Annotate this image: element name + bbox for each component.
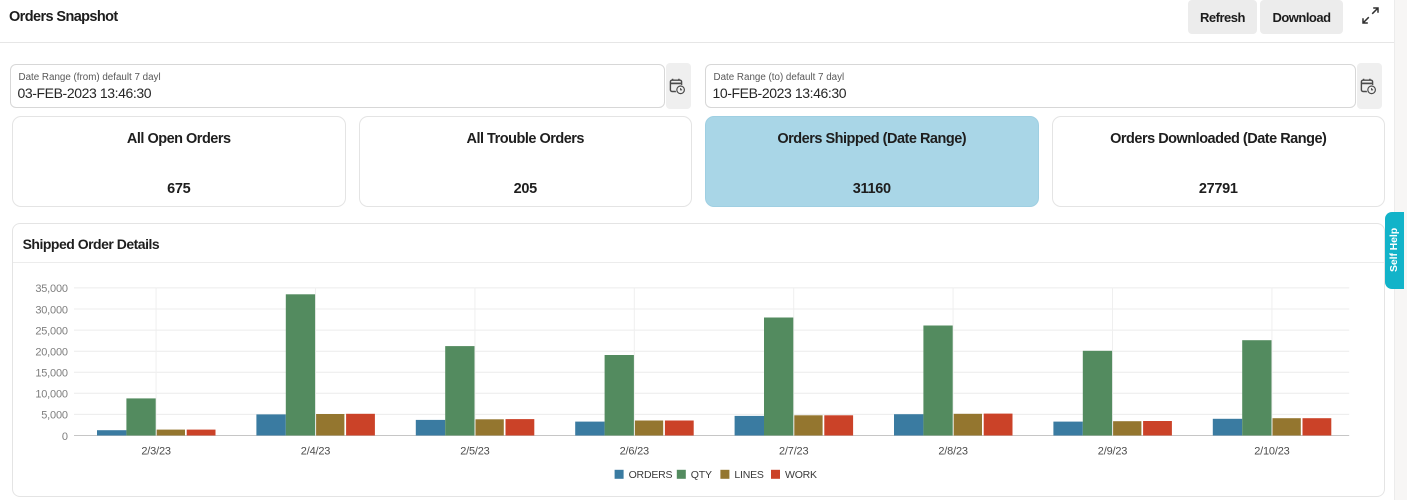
svg-text:2/3/23: 2/3/23 — [141, 446, 170, 458]
svg-text:QTY: QTY — [691, 469, 712, 481]
svg-text:2/6/23: 2/6/23 — [620, 446, 649, 458]
svg-text:35,000: 35,000 — [35, 283, 68, 295]
svg-text:WORK: WORK — [785, 469, 817, 481]
svg-text:0: 0 — [62, 431, 68, 443]
svg-text:2/9/23: 2/9/23 — [1098, 446, 1127, 458]
svg-text:25,000: 25,000 — [35, 325, 68, 337]
svg-text:LINES: LINES — [734, 469, 764, 481]
svg-text:2/4/23: 2/4/23 — [301, 446, 330, 458]
svg-text:2/5/23: 2/5/23 — [460, 446, 489, 458]
svg-text:10,000: 10,000 — [35, 389, 68, 401]
svg-text:2/8/23: 2/8/23 — [938, 446, 967, 458]
svg-text:30,000: 30,000 — [35, 304, 68, 316]
svg-text:5,000: 5,000 — [41, 410, 68, 422]
svg-text:2/10/23: 2/10/23 — [1254, 446, 1289, 458]
svg-text:ORDERS: ORDERS — [629, 469, 673, 481]
svg-text:2/7/23: 2/7/23 — [779, 446, 808, 458]
svg-text:20,000: 20,000 — [35, 347, 68, 359]
svg-text:15,000: 15,000 — [35, 368, 68, 380]
